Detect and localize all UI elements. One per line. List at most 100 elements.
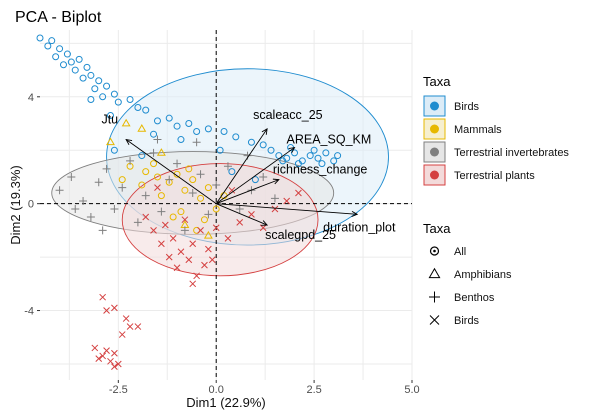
data-point — [318, 160, 326, 168]
data-point — [236, 219, 244, 226]
legend-label: Benthos — [454, 292, 495, 304]
data-point — [86, 213, 95, 222]
data-point — [173, 159, 182, 168]
data-point — [235, 205, 244, 214]
data-point — [220, 128, 228, 136]
data-point — [98, 226, 107, 235]
data-point — [87, 71, 95, 79]
legend-label: Terrestrial invertebrates — [454, 147, 569, 159]
data-point — [48, 37, 56, 45]
data-point — [102, 164, 111, 173]
arrow-head — [288, 146, 296, 154]
data-point — [83, 63, 91, 71]
data-point — [114, 360, 122, 368]
data-point — [122, 315, 130, 322]
data-point — [185, 256, 193, 264]
variable-arrow-duration-plot: duration_plot — [216, 203, 396, 234]
data-point — [103, 82, 111, 90]
data-point — [111, 304, 118, 312]
x-tick-label: -2.5 — [109, 384, 128, 396]
data-point — [111, 349, 118, 357]
data-point — [165, 253, 173, 261]
data-point — [169, 235, 177, 242]
variable-arrow-area-sq-km: AREA_SQ_KM — [215, 133, 371, 205]
data-point — [134, 323, 142, 330]
data-point — [185, 165, 193, 173]
data-point — [106, 137, 115, 146]
data-point — [134, 103, 142, 111]
data-point — [204, 184, 212, 192]
data-point — [111, 363, 118, 370]
data-point — [150, 160, 158, 168]
legend-marker-dot — [433, 249, 436, 253]
data-point — [181, 186, 189, 194]
data-point — [153, 173, 161, 181]
variable-label-richness-change: richness_change — [273, 163, 368, 177]
arrow-head — [125, 138, 133, 146]
data-point — [189, 280, 197, 288]
data-point — [150, 130, 158, 138]
data-point — [192, 138, 201, 147]
data-point — [156, 148, 166, 156]
y-tick-label: 4 — [28, 92, 34, 104]
arrow-shaft — [216, 203, 268, 226]
data-point — [36, 34, 44, 42]
data-point — [149, 148, 158, 157]
data-point — [193, 226, 201, 234]
variable-arrow-richness-change: richness_change — [216, 163, 368, 205]
legend-shape-item-birds: Birds — [429, 315, 480, 327]
data-point — [158, 240, 165, 248]
data-point — [228, 168, 236, 176]
legend-label: Birds — [454, 101, 480, 113]
data-point — [310, 146, 318, 154]
data-point — [330, 157, 338, 165]
data-point — [165, 175, 174, 184]
data-point — [142, 213, 150, 221]
x-axis-label: Dim1 (22.9%) — [186, 395, 265, 410]
data-point — [173, 122, 181, 130]
data-point — [251, 176, 259, 184]
data-point — [99, 293, 107, 301]
legend-marker — [428, 267, 441, 279]
data-point — [67, 172, 76, 181]
legend-marker — [429, 291, 440, 303]
data-point — [153, 135, 162, 144]
data-point — [114, 98, 122, 106]
data-point — [291, 149, 299, 157]
data-point — [110, 205, 119, 214]
data-point — [196, 170, 205, 179]
data-point — [153, 117, 161, 125]
data-point — [267, 146, 275, 154]
legend-shape-item-benthos: Benthos — [429, 291, 495, 304]
data-point — [141, 191, 150, 200]
data-point — [177, 208, 185, 216]
data-point — [94, 178, 103, 187]
data-point — [137, 124, 147, 132]
data-point — [110, 90, 118, 98]
data-point — [126, 156, 135, 165]
variable-label-scalegpd-25: scalegpd_25 — [265, 228, 336, 242]
data-point — [271, 205, 279, 213]
data-point — [279, 157, 287, 165]
data-point — [91, 85, 99, 93]
legend-color-title: Taxa — [423, 74, 451, 89]
legend-label: All — [454, 246, 466, 258]
plot-panel: Jtu scaleacc_25 AREA_SQ_KM richness_changed… — [36, 30, 413, 380]
legend-label: Terrestrial plants — [454, 170, 535, 182]
data-point — [177, 136, 185, 144]
data-point — [204, 210, 213, 219]
variable-arrow-jtu: Jtu — [101, 113, 217, 205]
data-point — [295, 189, 302, 197]
data-point — [204, 125, 212, 133]
legend-label: Mammals — [454, 124, 502, 136]
data-point — [193, 272, 200, 280]
data-point — [212, 180, 221, 189]
arrow-shaft — [216, 203, 358, 215]
data-point — [133, 218, 142, 227]
data-point — [118, 176, 126, 184]
arrow-head — [272, 178, 280, 185]
data-point — [314, 154, 322, 162]
legend-swatch-dot — [430, 170, 439, 180]
data-point — [44, 42, 52, 50]
data-point — [106, 111, 114, 119]
